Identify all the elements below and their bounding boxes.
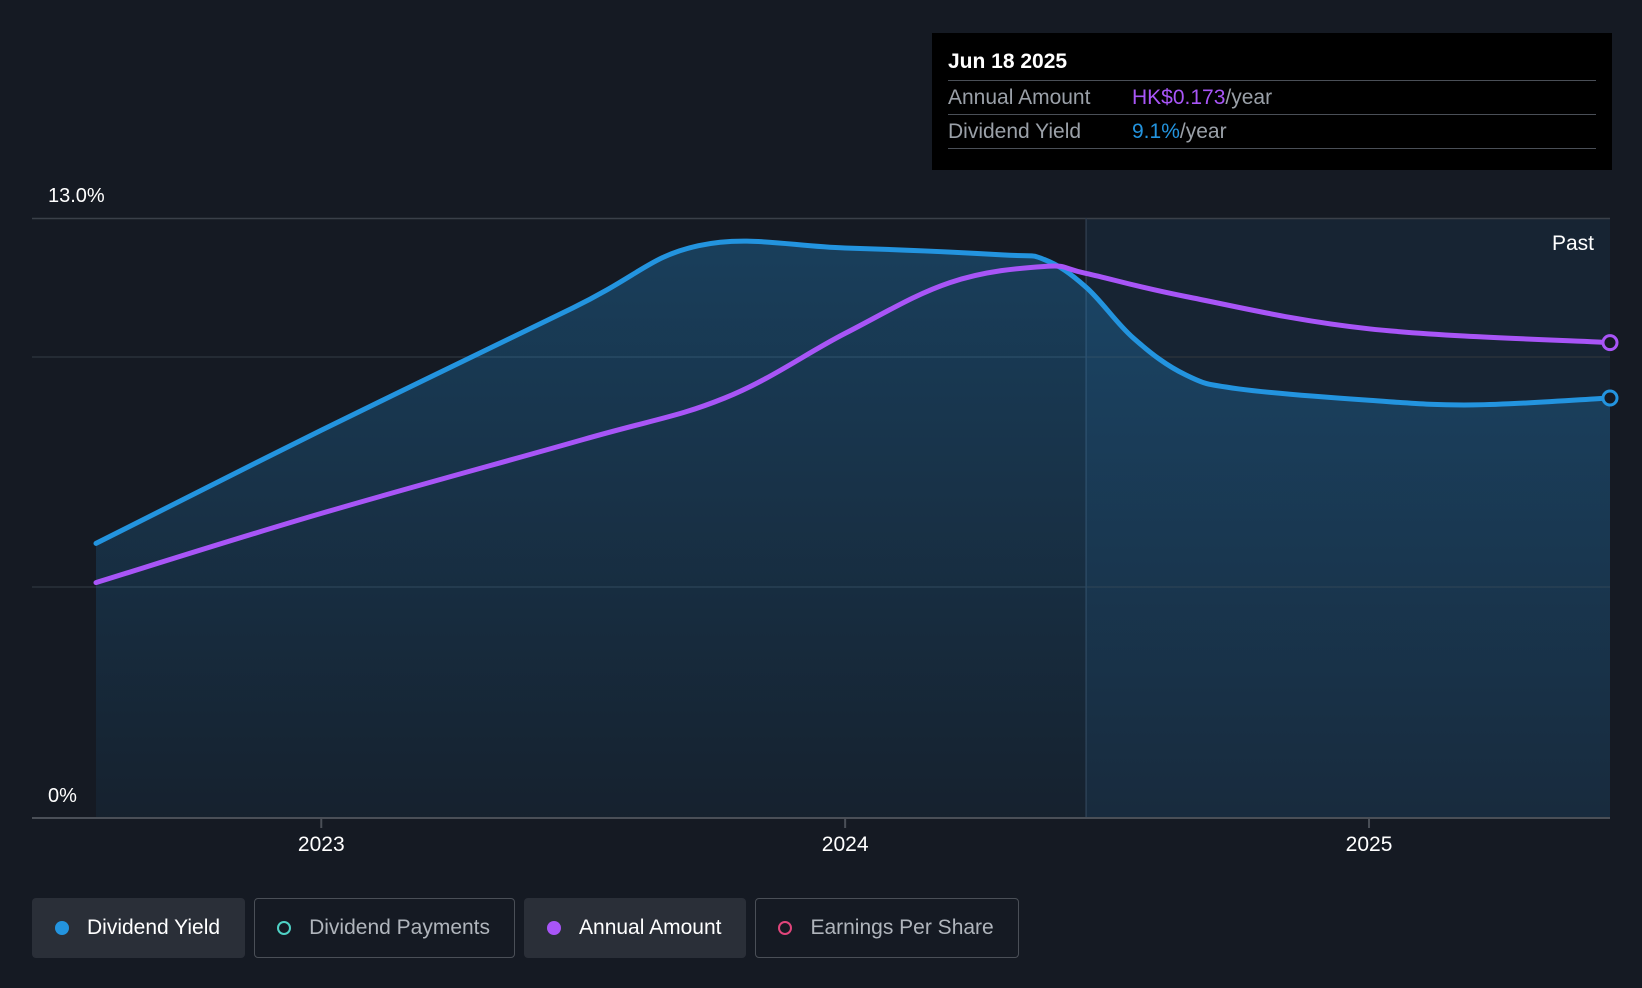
legend-item-earnings-per-share[interactable]: Earnings Per Share [755, 898, 1019, 958]
dividend-yield-area [96, 241, 1610, 818]
hollow-circle-icon [778, 921, 793, 935]
y-tick-label-min: 0% [48, 785, 77, 807]
filled-circle-icon [547, 921, 562, 935]
past-label: Past [1552, 232, 1594, 255]
tooltip-label: Annual Amount [948, 86, 1091, 109]
y-tick-label-max: 13.0% [48, 185, 105, 207]
annual-amount-line[interactable] [93, 263, 1613, 586]
dividend-yield-endpoint[interactable] [1601, 389, 1619, 407]
legend-label: Dividend Payments [309, 916, 491, 939]
legend-item-dividend-yield[interactable]: Dividend Yield [32, 898, 246, 958]
annual-amount-endpoint[interactable] [1601, 334, 1619, 352]
legend: Dividend Yield Dividend Payments Annual … [32, 898, 1019, 958]
tooltip-unit: /year [1179, 120, 1227, 143]
legend-label: Dividend Yield [87, 916, 221, 939]
tooltip-row-dividend-yield: Dividend Yield 9.1% /year [948, 114, 1596, 149]
tooltip-value: HK$0.173 [1132, 86, 1226, 109]
tooltip-date: Jun 18 2025 [948, 50, 1068, 73]
legend-label: Annual Amount [579, 916, 722, 939]
legend-item-annual-amount[interactable]: Annual Amount [524, 898, 747, 958]
legend-label: Earnings Per Share [810, 916, 994, 939]
filled-circle-icon [55, 921, 69, 935]
x-tick-label: 2023 [298, 833, 345, 856]
hollow-circle-icon [277, 921, 292, 935]
tooltip-unit: /year [1225, 86, 1273, 109]
legend-item-dividend-payments[interactable]: Dividend Payments [254, 898, 516, 958]
tooltip-row-annual-amount: Annual Amount HK$0.173 /year [948, 80, 1596, 114]
tooltip-value: 9.1% [1132, 120, 1180, 143]
x-tick-label: 2024 [822, 833, 869, 856]
tooltip-label: Dividend Yield [948, 120, 1082, 143]
x-tick-label: 2025 [1346, 833, 1393, 856]
dividend-yield-line[interactable] [93, 238, 1613, 546]
tooltip: Jun 18 2025 Annual Amount HK$0.173 /year… [932, 33, 1612, 170]
